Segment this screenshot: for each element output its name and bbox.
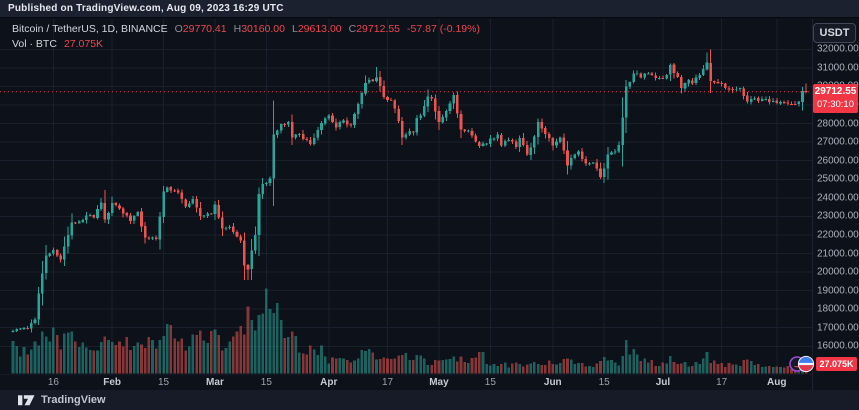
ohlc-high-label: H — [233, 23, 242, 35]
change-value: -57.87 (-0.19%) — [407, 23, 480, 35]
tradingview-attribution[interactable]: TradingView — [41, 394, 106, 406]
price-tick-label: 26000.00 — [817, 155, 859, 167]
time-tick-label: 17 — [716, 377, 728, 388]
last-price-value: 29712.55 — [814, 86, 857, 97]
legend: Bitcoin / TetherUS, 1D, BINANCE O29770.41… — [12, 22, 480, 52]
price-axis[interactable]: 32000.0031000.0030000.0029000.0028000.00… — [813, 19, 859, 374]
legend-symbol-row: Bitcoin / TetherUS, 1D, BINANCE O29770.41… — [12, 22, 480, 37]
price-tick-label: 22000.00 — [817, 229, 859, 241]
ohlc-low-label: L — [291, 23, 298, 35]
price-tick-label: 20000.00 — [817, 266, 859, 278]
tradingview-logo-icon[interactable] — [18, 394, 35, 407]
ohlc-high-value: 30160.00 — [241, 23, 285, 35]
time-tick-label: 15 — [157, 377, 170, 388]
price-tick-label: 18000.00 — [817, 303, 859, 315]
published-bar: Published on TradingView.com, Aug 09, 20… — [0, 0, 859, 18]
symbol-title: Bitcoin / TetherUS, 1D, BINANCE — [12, 23, 168, 35]
price-tick-label: 31000.00 — [817, 62, 859, 74]
published-text: Published on TradingView.com, Aug 09, 20… — [8, 3, 284, 14]
countdown-timer: 07:30:10 — [817, 99, 854, 110]
time-tick-label: 17 — [381, 377, 394, 388]
time-tick-label: Aug — [767, 377, 787, 388]
time-tick-label: May — [429, 377, 449, 388]
time-tick-label: Mar — [206, 377, 224, 388]
volume-value: 27.075K — [63, 38, 104, 50]
time-tick-label: 15 — [598, 377, 610, 388]
legend-volume-row: Vol · BTC 27.075K — [12, 37, 480, 52]
volume-title: Vol · BTC — [12, 38, 57, 50]
price-tick-label: 19000.00 — [817, 285, 859, 297]
ohlc-close-label: C — [348, 23, 357, 35]
attribution-bar: TradingView — [0, 390, 859, 410]
time-tick-label: Feb — [103, 377, 122, 388]
ohlc-open-value: 29770.41 — [182, 23, 227, 35]
price-tick-label: 27000.00 — [817, 136, 859, 148]
time-tick-label: Apr — [320, 377, 338, 388]
pair-logo-icon — [789, 355, 815, 373]
currency-toggle-button[interactable]: USDT — [813, 23, 856, 43]
price-tick-label: 23000.00 — [817, 210, 859, 222]
ohlc-low-value: 29613.00 — [297, 23, 342, 35]
price-tick-label: 28000.00 — [817, 118, 859, 130]
time-axis[interactable]: 16 Feb 15 Mar 15 Apr 17 May 15 Jun 15 Jul 17 Aug — [0, 374, 812, 391]
time-tick-label: 15 — [484, 377, 496, 388]
ohlc-close-value: 29712.55 — [356, 23, 401, 35]
time-tick-label: Jun — [543, 377, 562, 388]
price-tick-label: 17000.00 — [817, 322, 859, 334]
time-tick-label: Jul — [655, 377, 671, 388]
price-tick-label: 25000.00 — [817, 173, 859, 185]
volume-badge: 27.075K — [816, 357, 857, 371]
price-tick-label: 21000.00 — [817, 248, 859, 259]
last-price-badge: 29712.55 07:30:10 — [813, 84, 858, 113]
price-tick-label: 16000.00 — [817, 340, 859, 352]
price-axis-separator — [812, 19, 813, 390]
ohlc-open-label: O — [174, 23, 183, 35]
price-tick-label: 32000.00 — [817, 43, 859, 55]
time-tick-label: 16 — [47, 377, 59, 388]
price-tick-label: 24000.00 — [817, 192, 859, 204]
time-tick-label: 15 — [260, 377, 272, 388]
